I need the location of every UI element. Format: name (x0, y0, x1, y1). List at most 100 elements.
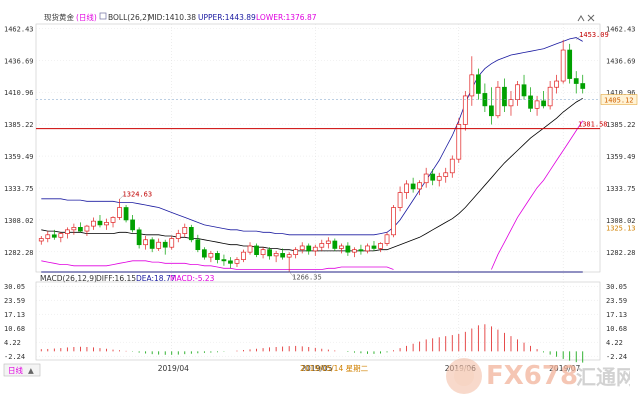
candle-body (312, 246, 318, 252)
bollinger-bands (41, 37, 584, 270)
candle-body (293, 249, 299, 255)
price-tick-label-left: 1410.96 (4, 89, 34, 97)
price-tick-label: 1282.28 (606, 249, 636, 257)
candle-body (417, 182, 423, 190)
candle-body (91, 220, 96, 227)
candle-body (397, 192, 403, 208)
main-plot-area[interactable] (35, 23, 601, 273)
annotation-pointer (576, 34, 582, 41)
cursor-date-label: 2019/05/14 星期二 (300, 364, 369, 373)
candle-body (45, 234, 51, 239)
mid-value: MID:1410.38 (148, 13, 196, 22)
candle-body (462, 95, 468, 125)
macd-tick-label-right: 17.13 (606, 311, 627, 319)
candle-body (208, 253, 214, 258)
candle-body (130, 219, 135, 231)
macd-tick-label-right: 4.22 (606, 339, 623, 347)
candle-body (469, 74, 475, 97)
price-tick-label: 1359.49 (606, 153, 636, 161)
candle-body (384, 234, 390, 244)
annotation-label: 1453.09 (579, 31, 609, 39)
logo-cn-text: 汇通网 (576, 365, 630, 389)
current-price-label: 1405.12 (604, 96, 634, 104)
candle-body (143, 239, 149, 246)
candle-body (280, 253, 286, 258)
period-button[interactable] (3, 363, 41, 377)
candle-body (110, 217, 116, 223)
macd-tick-label-right: 10.68 (606, 325, 627, 333)
period-arrow-icon: ▲ (28, 366, 34, 375)
price-tick-label: 1385.22 (606, 121, 636, 129)
grid-lines (36, 24, 600, 360)
chevron-up-icon[interactable] (577, 15, 585, 22)
candle-body (338, 245, 344, 249)
boll-toggle-checkbox[interactable] (99, 12, 107, 20)
price-tick-label-left: 1282.28 (4, 249, 34, 257)
price-tick-label-left: 1308.02 (4, 217, 34, 225)
candle-body (515, 84, 520, 100)
macd-indicator (40, 271, 584, 363)
price-tick-label: 1436.69 (606, 57, 636, 65)
macd-tick-label-left: 23.59 (4, 297, 25, 305)
macd-plot-area[interactable] (35, 281, 601, 361)
close-icon[interactable] (587, 14, 595, 22)
candle-body (560, 49, 566, 82)
candle-body (456, 124, 462, 160)
candle-body (378, 243, 383, 249)
annotation-pointer (119, 194, 125, 200)
candle-body (306, 245, 312, 252)
candle-body (117, 207, 122, 218)
candle-body (123, 207, 129, 221)
price-tick-label: 1308.02 (606, 217, 636, 225)
candle-body (254, 245, 259, 255)
candle-body (352, 249, 357, 253)
candle-body (84, 225, 90, 232)
candle-body (521, 84, 527, 97)
candlesticks (38, 40, 586, 272)
macd-diff-value: DIFF:16.15 (96, 274, 136, 283)
candle-body (182, 227, 188, 234)
candle-body (508, 99, 514, 107)
upper-value: UPPER:1443.89 (198, 13, 256, 22)
price-tick-label: 1410.96 (606, 89, 636, 97)
date-label: 2019/04 (158, 364, 189, 373)
candle-body (423, 173, 429, 184)
macd-tick-label-right: 30.05 (606, 283, 627, 291)
candle-body (554, 80, 560, 88)
candle-body (528, 95, 533, 109)
candle-body (247, 245, 253, 253)
period-label: (日线) (76, 12, 97, 22)
chart-overlays: 1381.58 1405.12 1325.13 1453.09 1324.63 1266.… (36, 31, 638, 282)
candle-body (241, 251, 246, 260)
support-line-label: 1381.58 (578, 121, 608, 129)
macd-tick-label-left: 17.13 (4, 311, 25, 319)
boll-lower-line (41, 260, 394, 270)
boll-label: BOLL(26,2) (108, 13, 150, 22)
macd-tick-label-left: 10.68 (4, 325, 25, 333)
price-axis: 1462.43 1436.69 1410.96 1385.22 1359.49 1333.… (4, 25, 636, 361)
date-label: 2019/05 (301, 364, 332, 373)
candle-body (51, 234, 57, 238)
candle-body (38, 238, 44, 242)
candle-body (358, 249, 364, 252)
lower-value: LOWER:1376.87 (256, 13, 317, 22)
price-tick-label-left: 1333.75 (4, 185, 34, 193)
date-label: 2019/07 (549, 364, 580, 373)
logo-inner-icon (454, 366, 474, 386)
candle-body (201, 249, 207, 258)
candle-body (188, 227, 194, 241)
candle-body (502, 86, 507, 107)
annotation-label: 1266.35 (292, 274, 322, 282)
candle-body (495, 86, 501, 117)
price-tick-label-left: 1436.69 (4, 57, 34, 65)
candle-body (162, 241, 168, 248)
boll-lower-line (491, 120, 584, 270)
boll-upper-line (41, 37, 583, 236)
candle-body (325, 240, 331, 244)
candle-body (78, 227, 83, 232)
candle-body (169, 238, 175, 248)
candle-body (234, 259, 240, 264)
candle-body (299, 245, 305, 251)
candle-body (345, 245, 351, 253)
candle-body (580, 83, 586, 89)
